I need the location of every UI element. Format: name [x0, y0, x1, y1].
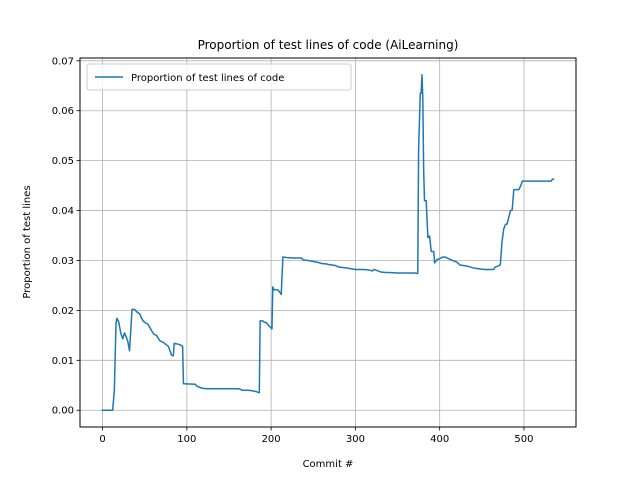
x-tick-label-4: 400 [430, 434, 449, 445]
grid-lines [80, 58, 576, 427]
legend: Proportion of test lines of code [86, 63, 352, 91]
x-tick-label-2: 200 [262, 434, 281, 445]
x-tick-label-5: 500 [514, 434, 533, 445]
x-axis-ticks: 0 100 200 300 400 500 [99, 427, 534, 445]
y-axis-ticks: 0.00 0.01 0.02 0.03 0.04 0.05 0.06 0.07 [52, 56, 80, 417]
x-tick-label-0: 0 [99, 434, 105, 445]
y-tick-label-0: 0.00 [52, 406, 74, 417]
y-tick-label-4: 0.04 [52, 206, 74, 217]
y-tick-label-1: 0.01 [52, 356, 74, 367]
plot-frame [79, 57, 577, 428]
y-tick-label-2: 0.02 [52, 306, 74, 317]
y-tick-label-7: 0.07 [52, 56, 74, 67]
x-tick-label-3: 300 [346, 434, 365, 445]
plot-area [80, 58, 576, 427]
series-layer [101, 74, 555, 411]
y-tick-label-5: 0.05 [52, 156, 74, 167]
x-tick-label-1: 100 [177, 434, 196, 445]
chart-title: Proportion of test lines of code (AiLear… [198, 38, 459, 52]
legend-box [86, 63, 352, 91]
y-tick-label-6: 0.06 [52, 106, 74, 117]
legend-label: Proportion of test lines of code [131, 73, 284, 84]
series-line-0 [101, 74, 555, 411]
y-axis-label: Proportion of test lines [22, 185, 33, 298]
x-axis-label: Commit # [303, 459, 354, 470]
y-tick-label-3: 0.03 [52, 256, 74, 267]
